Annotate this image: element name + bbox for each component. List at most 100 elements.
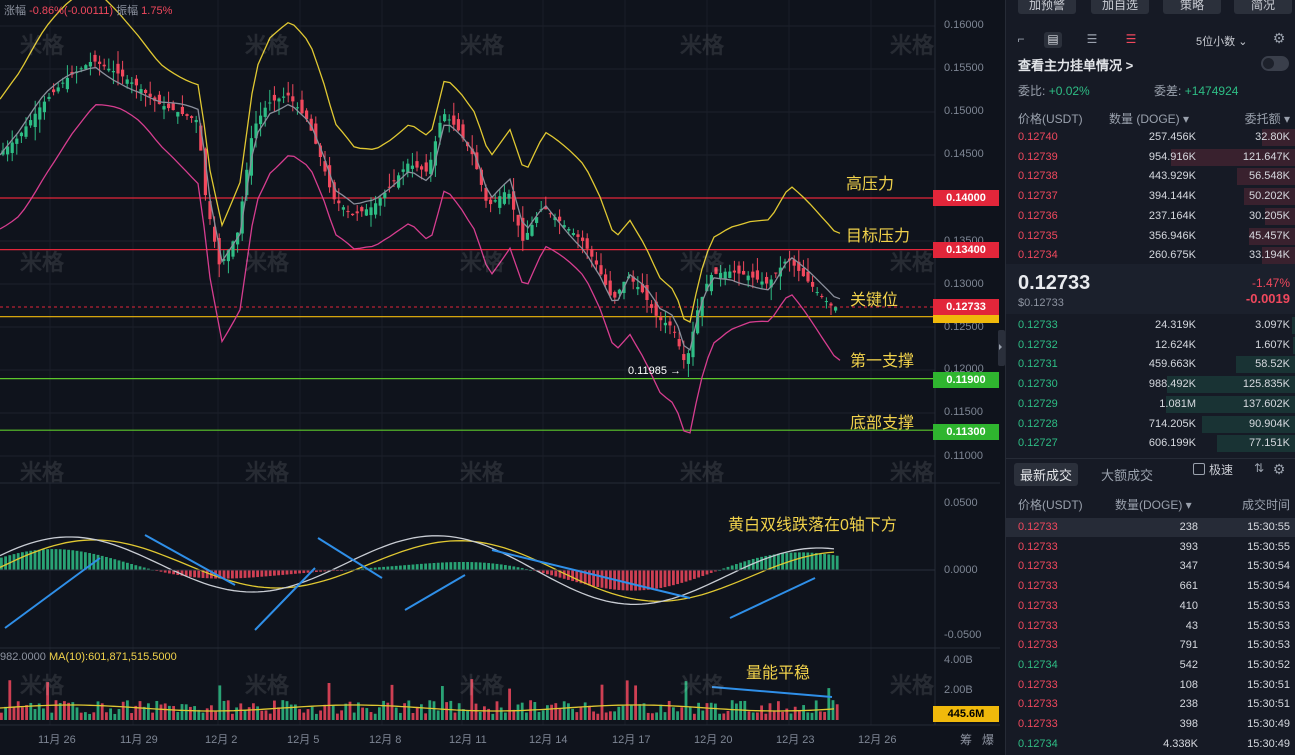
macd-histogram-bar (289, 570, 293, 575)
tab-latest-trades[interactable]: 最新成交 (1014, 463, 1079, 486)
chart-area[interactable]: 涨幅 -0.86%(-0.00111) 振幅 1.75% 0.16000 0.1… (0, 0, 1132, 755)
volume-bar (79, 712, 83, 720)
strategy-button[interactable]: 策略 (1163, 0, 1221, 14)
volume-bar (214, 711, 217, 720)
fast-mode-checkbox[interactable]: 极速 (1193, 461, 1233, 478)
trade-qty: 43 (1185, 619, 1198, 632)
candle-body (834, 307, 838, 311)
candle-body (268, 102, 272, 104)
amp-value: 1.75% (141, 5, 173, 17)
layout-icon[interactable]: ⌐ (1017, 32, 1025, 46)
macd-histogram-bar (676, 570, 679, 585)
main-force-link[interactable]: 查看主力挂单情况 > (1018, 58, 1134, 73)
volume-bar (134, 705, 138, 720)
macd-histogram-bar (756, 557, 759, 570)
macd-histogram-bar (306, 570, 310, 573)
candle-body (645, 285, 649, 300)
ask-row[interactable]: 0.12738 443.929K 56.548K (1006, 167, 1295, 186)
macd-histogram-bar (810, 552, 814, 570)
candle-body (144, 89, 148, 93)
ask-row[interactable]: 0.12740 257.456K 32.80K (1006, 128, 1295, 147)
filter-icon[interactable]: ⇅ (1253, 461, 1265, 475)
candle-body (751, 271, 755, 278)
bid-qty: 606.199K (1148, 437, 1196, 450)
tab-large-trades[interactable]: 大额成交 (1101, 468, 1154, 483)
volume-bar (46, 682, 49, 720)
trade-qty: 398 (1179, 718, 1198, 730)
overview-button[interactable]: 简况 (1234, 0, 1292, 14)
add-alert-button[interactable]: 加预警 (1018, 0, 1076, 14)
candle-body (714, 267, 718, 274)
macd-histogram-bar (226, 570, 230, 579)
bid-row[interactable]: 0.12731 459.663K 58.52K (1006, 355, 1295, 374)
volume-bar (273, 700, 276, 720)
volume-bar (344, 703, 348, 720)
chevron-down-icon: ⌄ (1238, 36, 1248, 48)
bid-row[interactable]: 0.12730 988.492K 125.835K (1006, 375, 1295, 394)
volume-bar (302, 712, 306, 720)
watermark-text: 米格 (245, 460, 290, 485)
collapse-panel-handle[interactable] (998, 330, 1005, 366)
ask-row[interactable]: 0.12735 356.946K 45.457K (1006, 227, 1295, 246)
ask-total: 32.80K (1255, 131, 1290, 143)
settings-gear-icon[interactable]: ⚙ (1272, 30, 1286, 46)
trades-gear-icon[interactable]: ⚙ (1272, 461, 1286, 477)
volume-bar (474, 703, 478, 720)
ask-total: 45.457K (1249, 229, 1290, 242)
candle-body (346, 211, 350, 213)
decimal-select[interactable]: 5位小数 ⌄ (1196, 33, 1247, 49)
ask-row[interactable]: 0.12736 237.164K 30.205K (1006, 207, 1295, 226)
trade-qty: 542 (1179, 658, 1198, 671)
macd-histogram-bar (604, 570, 608, 589)
volume-bar (310, 706, 314, 720)
trade-time: 15:30:49 (1247, 718, 1290, 730)
candle-body (613, 291, 617, 298)
volume-bar (680, 707, 684, 720)
bid-total: 137.602K (1242, 397, 1290, 410)
asks-only-icon[interactable]: ☰ (1125, 32, 1137, 46)
bid-row[interactable]: 0.12727 606.199K 77.151K (1006, 434, 1295, 453)
macd-histogram-bar (420, 563, 423, 570)
bid-qty: 459.663K (1148, 358, 1196, 371)
volume-bar (600, 684, 604, 720)
volume-bar (609, 711, 612, 720)
main-force-toggle[interactable] (1261, 56, 1289, 71)
trade-time-header: 成交时间 (1241, 498, 1290, 512)
volume-bar (835, 704, 839, 720)
candlestick-chart[interactable] (0, 0, 1005, 755)
add-favorite-button[interactable]: 加自选 (1091, 0, 1149, 14)
macd-histogram-bar (373, 567, 377, 570)
volume-bar (588, 705, 591, 720)
liquidation-icon[interactable]: 爆 (982, 733, 995, 747)
macd-histogram-bar (596, 570, 600, 588)
macd-histogram-bar (235, 570, 238, 579)
trade-qty-header[interactable]: 数量(DOGE) ▾ (1115, 498, 1192, 512)
ob-qty-header[interactable]: 数量 (DOGE) ▾ (1109, 112, 1190, 126)
trade-qty: 410 (1179, 599, 1198, 612)
ask-row[interactable]: 0.12734 260.675K 33.194K (1006, 246, 1295, 265)
ob-total-header[interactable]: 委托额 ▾ (1244, 112, 1290, 126)
candle-body (429, 159, 433, 175)
bid-row[interactable]: 0.12733 24.319K 3.097K (1006, 316, 1295, 335)
bid-row[interactable]: 0.12729 1.081M 137.602K (1006, 395, 1295, 414)
volume-bar (21, 707, 24, 720)
macd-histogram-bar (785, 552, 789, 570)
macd-histogram-bar (424, 563, 427, 570)
both-sides-icon[interactable]: ▤ (1044, 32, 1062, 48)
depth-bar (1171, 148, 1295, 166)
bids-only-icon[interactable]: ☰ (1086, 32, 1098, 46)
volume-bar (466, 710, 469, 720)
bid-price: 0.12729 (1018, 397, 1058, 410)
chip-icon[interactable]: 筹 (960, 733, 973, 747)
trade-time: 15:30:55 (1247, 540, 1290, 553)
ask-row[interactable]: 0.12739 954.916K 121.647K (1006, 148, 1295, 167)
candle-body (516, 214, 520, 226)
macd-histogram-bar (495, 563, 499, 570)
candle-body (61, 82, 65, 84)
annotation-macd: 黄白双线跌落在0轴下方 (728, 517, 897, 534)
candle-body (438, 122, 442, 138)
volume-bar (760, 705, 763, 720)
bid-row[interactable]: 0.12732 12.624K 1.607K (1006, 336, 1295, 355)
ask-row[interactable]: 0.12737 394.144K 50.202K (1006, 187, 1295, 206)
bid-row[interactable]: 0.12728 714.205K 90.904K (1006, 415, 1295, 434)
